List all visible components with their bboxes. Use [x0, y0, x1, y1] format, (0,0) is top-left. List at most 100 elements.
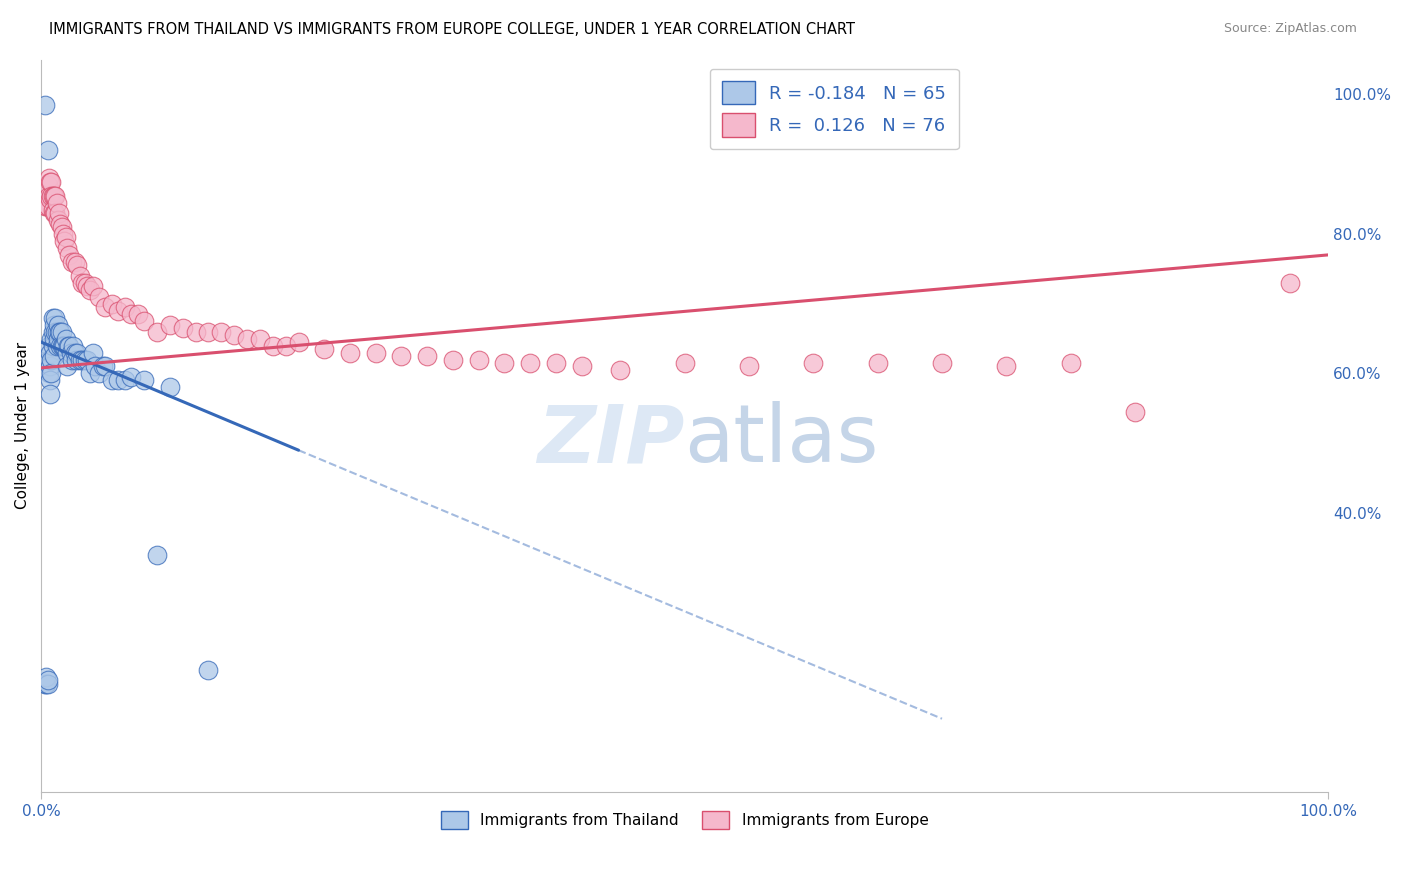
Point — [866, 356, 889, 370]
Point — [82, 279, 104, 293]
Point — [46, 213, 69, 227]
Point — [236, 332, 259, 346]
Point — [571, 359, 593, 374]
Point — [42, 188, 65, 202]
Text: IMMIGRANTS FROM THAILAND VS IMMIGRANTS FROM EUROPE COLLEGE, UNDER 1 YEAR CORRELA: IMMIGRANTS FROM THAILAND VS IMMIGRANTS F… — [49, 22, 855, 37]
Point — [738, 359, 761, 374]
Point — [41, 188, 63, 202]
Point — [41, 325, 63, 339]
Point — [39, 345, 62, 359]
Point — [37, 178, 59, 193]
Point — [91, 359, 114, 374]
Point — [53, 338, 76, 352]
Legend: Immigrants from Thailand, Immigrants from Europe: Immigrants from Thailand, Immigrants fro… — [434, 805, 935, 836]
Point — [1123, 405, 1146, 419]
Point — [314, 342, 336, 356]
Point — [34, 199, 56, 213]
Text: ZIP: ZIP — [537, 401, 685, 479]
Point — [56, 345, 79, 359]
Point — [37, 143, 59, 157]
Point — [249, 332, 271, 346]
Point — [101, 374, 124, 388]
Point — [38, 188, 60, 202]
Point — [120, 307, 142, 321]
Point — [120, 370, 142, 384]
Point — [34, 98, 56, 112]
Point — [339, 345, 361, 359]
Point — [38, 338, 60, 352]
Point — [55, 230, 77, 244]
Point — [41, 188, 63, 202]
Point — [262, 338, 284, 352]
Point — [44, 325, 66, 339]
Point — [62, 338, 84, 352]
Point — [287, 334, 309, 349]
Point — [114, 300, 136, 314]
Point — [364, 345, 387, 359]
Point — [39, 359, 62, 374]
Point — [87, 290, 110, 304]
Point — [101, 296, 124, 310]
Point — [107, 303, 129, 318]
Point — [73, 276, 96, 290]
Y-axis label: College, Under 1 year: College, Under 1 year — [15, 343, 30, 509]
Point — [76, 279, 98, 293]
Point — [58, 338, 80, 352]
Point — [37, 673, 59, 688]
Point — [44, 188, 66, 202]
Point — [76, 352, 98, 367]
Point — [55, 332, 77, 346]
Point — [673, 356, 696, 370]
Point — [72, 276, 94, 290]
Point — [87, 367, 110, 381]
Point — [197, 663, 219, 677]
Point — [59, 345, 82, 359]
Point — [41, 338, 63, 352]
Point — [41, 202, 63, 217]
Point — [56, 338, 79, 352]
Point — [58, 248, 80, 262]
Point — [49, 325, 72, 339]
Point — [63, 345, 86, 359]
Point — [51, 338, 73, 352]
Point — [46, 318, 69, 332]
Point — [39, 175, 62, 189]
Point — [41, 367, 63, 381]
Point — [45, 325, 67, 339]
Point — [69, 352, 91, 367]
Point — [79, 283, 101, 297]
Point — [72, 352, 94, 367]
Point — [801, 356, 824, 370]
Point — [51, 219, 73, 234]
Point — [69, 268, 91, 283]
Point — [37, 677, 59, 691]
Point — [209, 325, 232, 339]
Point — [544, 356, 567, 370]
Point — [39, 374, 62, 388]
Point — [132, 314, 155, 328]
Point — [45, 195, 67, 210]
Point — [42, 206, 65, 220]
Point — [60, 352, 83, 367]
Point — [49, 338, 72, 352]
Point — [65, 352, 87, 367]
Point — [35, 199, 58, 213]
Point — [48, 325, 70, 339]
Point — [159, 318, 181, 332]
Point — [34, 677, 56, 691]
Point — [94, 300, 117, 314]
Point — [931, 356, 953, 370]
Point — [159, 380, 181, 394]
Point — [51, 325, 73, 339]
Point — [41, 175, 63, 189]
Point — [197, 325, 219, 339]
Point — [82, 345, 104, 359]
Point — [66, 345, 89, 359]
Point — [52, 338, 75, 352]
Point — [38, 352, 60, 367]
Point — [56, 241, 79, 255]
Point — [41, 352, 63, 367]
Point — [38, 171, 60, 186]
Point — [172, 321, 194, 335]
Point — [107, 374, 129, 388]
